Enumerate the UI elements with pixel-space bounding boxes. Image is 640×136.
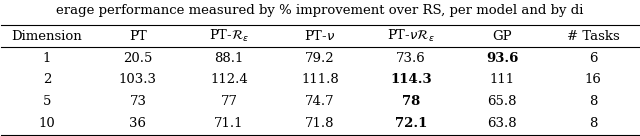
Text: erage performance measured by % improvement over RS, per model and by di: erage performance measured by % improvem…	[56, 4, 584, 17]
